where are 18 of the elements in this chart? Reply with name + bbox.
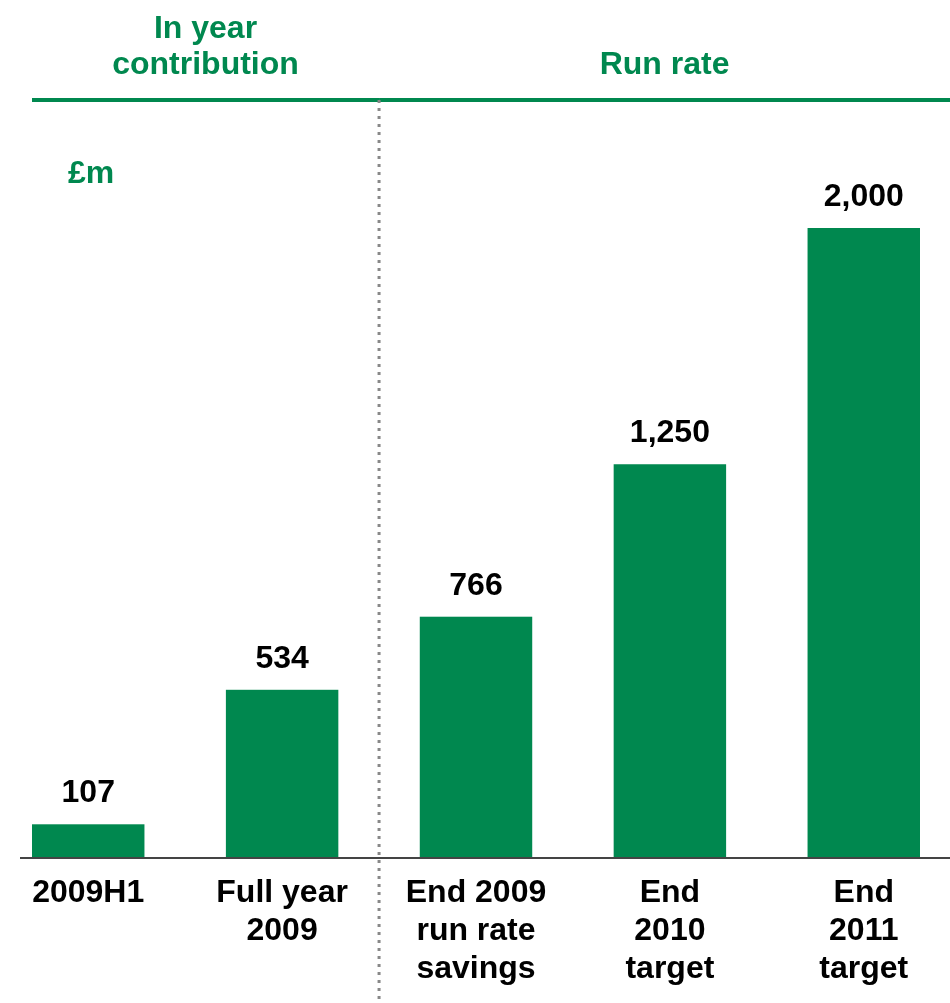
data-label: 107 [61,773,115,810]
bar [32,824,145,858]
bar [613,464,727,858]
bar [225,689,339,858]
bar [419,616,533,858]
data-label: 2,000 [823,177,904,213]
data-label: 534 [255,638,310,675]
x-tick-label: 2009H1 [32,873,145,909]
x-tick-label: Full year 2009 [216,873,348,947]
x-tick-label: End 2009 run rate savings [405,873,547,985]
x-tick-label: End 2010 target [625,873,715,985]
bar [807,228,920,858]
y-axis-title: £m [68,154,115,190]
data-label: 1,250 [629,413,710,450]
text: Run rate [599,45,730,81]
data-label: 766 [449,565,503,602]
text: In year contribution [112,9,299,81]
x-tick-label: End 2011 target [819,873,909,985]
